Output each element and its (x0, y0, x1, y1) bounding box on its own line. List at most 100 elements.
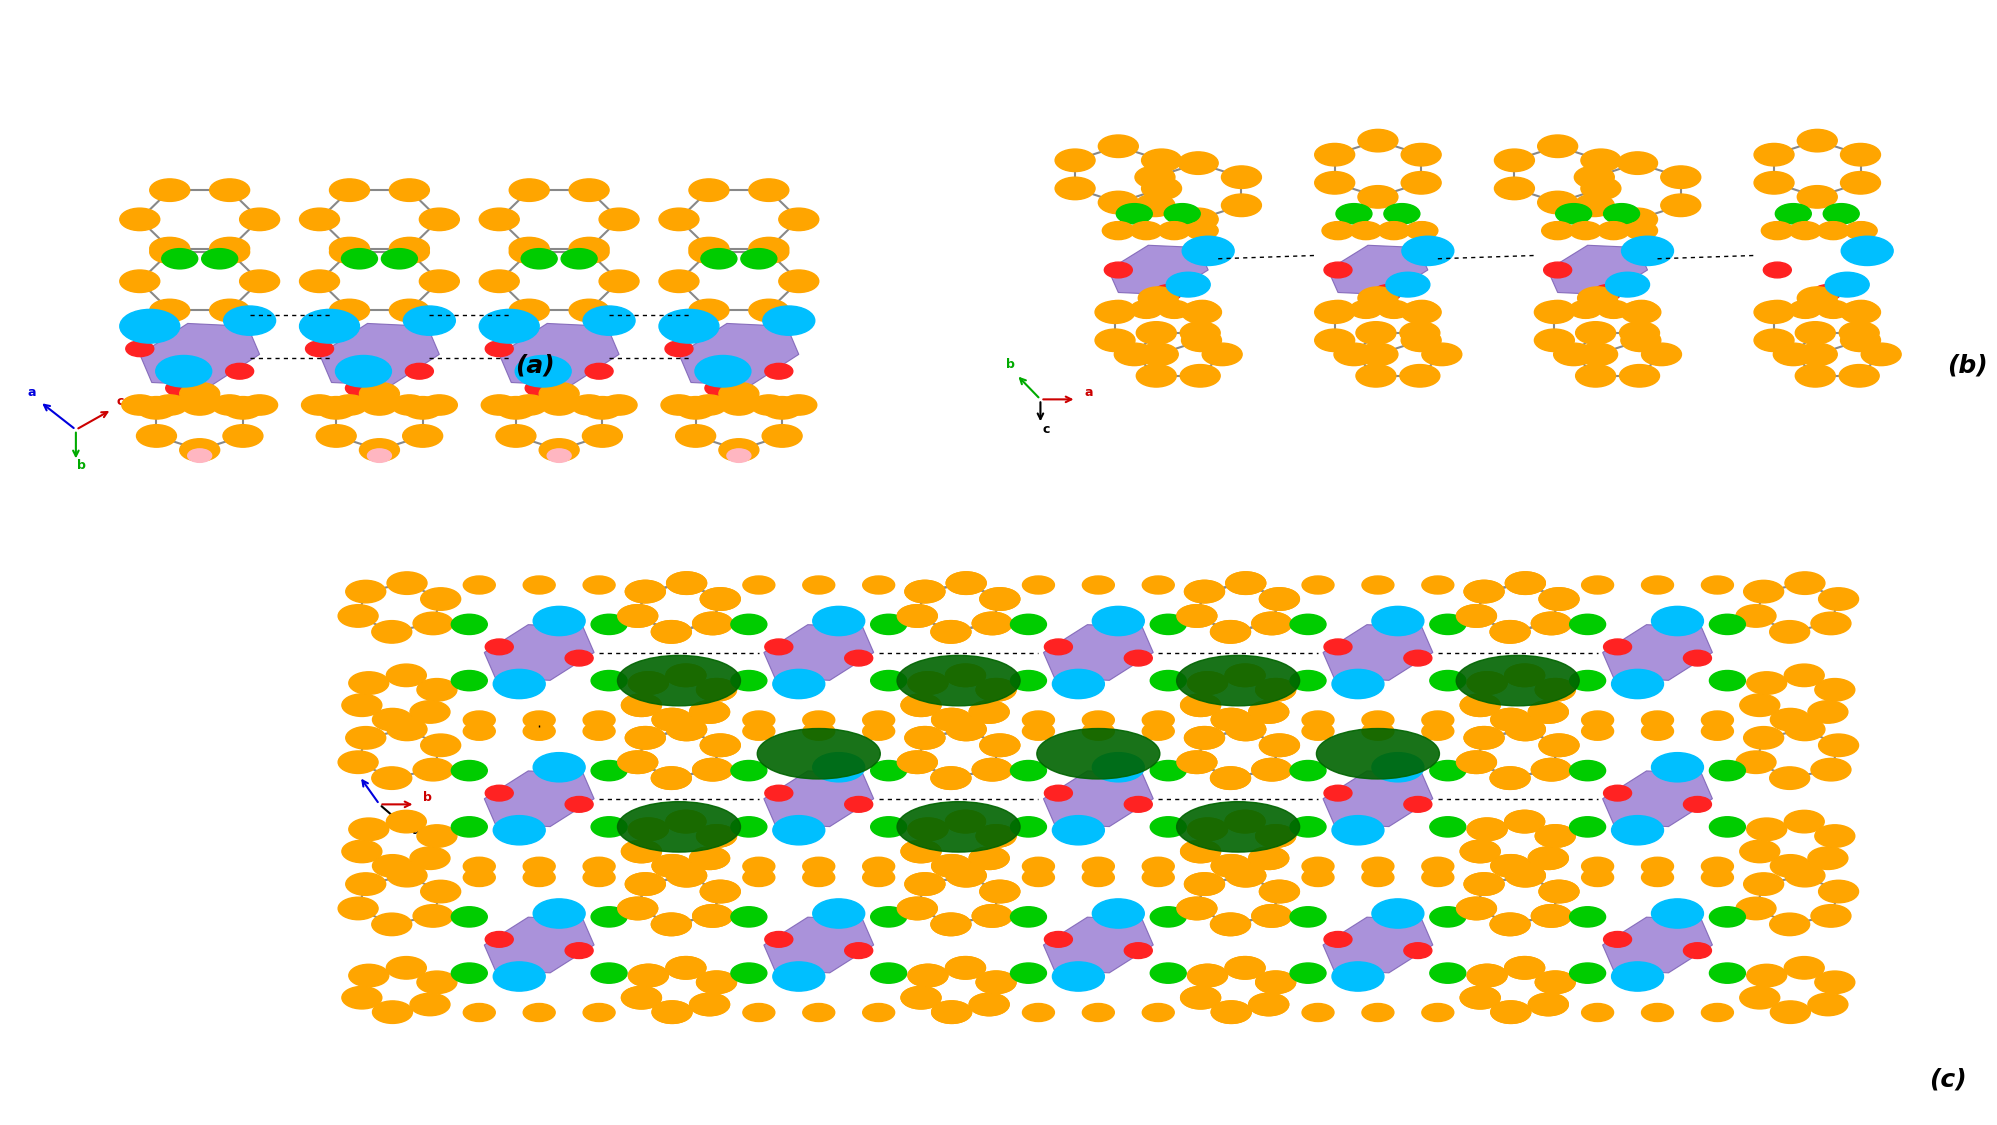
Circle shape (1841, 328, 1881, 351)
Circle shape (583, 306, 635, 335)
Polygon shape (140, 324, 260, 385)
Circle shape (1747, 964, 1787, 987)
Circle shape (1302, 711, 1334, 729)
Circle shape (1739, 987, 1779, 1009)
Circle shape (1252, 612, 1292, 634)
Circle shape (931, 767, 971, 790)
Circle shape (463, 868, 495, 886)
Circle shape (1098, 191, 1138, 214)
Circle shape (1506, 572, 1546, 594)
Circle shape (947, 864, 987, 886)
Circle shape (675, 424, 715, 447)
Circle shape (1753, 171, 1793, 194)
Circle shape (1540, 880, 1580, 902)
Circle shape (1532, 758, 1572, 781)
Circle shape (813, 606, 865, 636)
Circle shape (977, 678, 1016, 701)
Circle shape (463, 576, 495, 594)
Circle shape (1176, 898, 1216, 920)
Circle shape (625, 727, 665, 749)
Circle shape (1797, 287, 1837, 309)
Text: (c): (c) (1929, 1068, 1967, 1092)
Circle shape (341, 987, 381, 1009)
Circle shape (1362, 868, 1394, 886)
Circle shape (1490, 914, 1530, 936)
Circle shape (1468, 818, 1508, 840)
Circle shape (1709, 614, 1745, 634)
Circle shape (1256, 971, 1296, 993)
Circle shape (1054, 150, 1094, 172)
Circle shape (1735, 898, 1775, 920)
Text: b: b (423, 791, 431, 804)
Circle shape (1150, 963, 1186, 983)
Circle shape (871, 614, 907, 634)
Circle shape (1260, 734, 1300, 756)
Text: a: a (411, 824, 419, 837)
Circle shape (1180, 987, 1220, 1009)
Circle shape (1540, 880, 1580, 902)
Circle shape (525, 380, 553, 396)
Circle shape (1554, 343, 1594, 366)
Circle shape (421, 880, 461, 902)
Circle shape (897, 605, 937, 628)
Circle shape (1574, 165, 1614, 188)
Circle shape (1226, 864, 1266, 886)
Ellipse shape (897, 656, 1020, 705)
Circle shape (330, 299, 369, 322)
Circle shape (1626, 300, 1658, 318)
Circle shape (1464, 727, 1504, 749)
Circle shape (1811, 904, 1851, 927)
Circle shape (909, 818, 949, 840)
Circle shape (1422, 343, 1462, 366)
Circle shape (1532, 758, 1572, 781)
Circle shape (1532, 904, 1572, 927)
Ellipse shape (1316, 729, 1440, 778)
Circle shape (945, 956, 985, 979)
Circle shape (651, 767, 691, 790)
Circle shape (463, 1004, 495, 1022)
Circle shape (1334, 343, 1374, 366)
Circle shape (1662, 193, 1701, 216)
Circle shape (1142, 722, 1174, 740)
Circle shape (651, 914, 691, 936)
Circle shape (719, 382, 759, 405)
Circle shape (1504, 664, 1544, 686)
Circle shape (905, 580, 945, 603)
Circle shape (1570, 817, 1606, 837)
Circle shape (1142, 150, 1182, 172)
Circle shape (689, 701, 729, 723)
Circle shape (485, 932, 513, 947)
Circle shape (621, 840, 661, 863)
Circle shape (629, 964, 669, 987)
Circle shape (871, 907, 907, 927)
Circle shape (1683, 943, 1711, 958)
Ellipse shape (617, 802, 741, 852)
Circle shape (565, 650, 593, 666)
Circle shape (659, 309, 719, 343)
Circle shape (493, 962, 545, 991)
Circle shape (1598, 300, 1630, 318)
Circle shape (1468, 672, 1508, 694)
Circle shape (1540, 587, 1580, 610)
Circle shape (1570, 300, 1602, 318)
Circle shape (1150, 817, 1186, 837)
Circle shape (1400, 322, 1440, 344)
Circle shape (495, 396, 535, 418)
Circle shape (1841, 172, 1881, 195)
Circle shape (1210, 621, 1250, 643)
Circle shape (689, 241, 729, 263)
Circle shape (1378, 222, 1410, 240)
Circle shape (1506, 718, 1546, 740)
Circle shape (1662, 165, 1701, 188)
Circle shape (1795, 364, 1835, 387)
Circle shape (1709, 760, 1745, 781)
Circle shape (1044, 932, 1072, 947)
Circle shape (1098, 135, 1138, 158)
Circle shape (136, 396, 176, 418)
Circle shape (1642, 868, 1673, 886)
Circle shape (1817, 222, 1849, 240)
Circle shape (617, 898, 657, 920)
Circle shape (1582, 722, 1614, 740)
Circle shape (403, 306, 455, 335)
Circle shape (1114, 343, 1154, 366)
